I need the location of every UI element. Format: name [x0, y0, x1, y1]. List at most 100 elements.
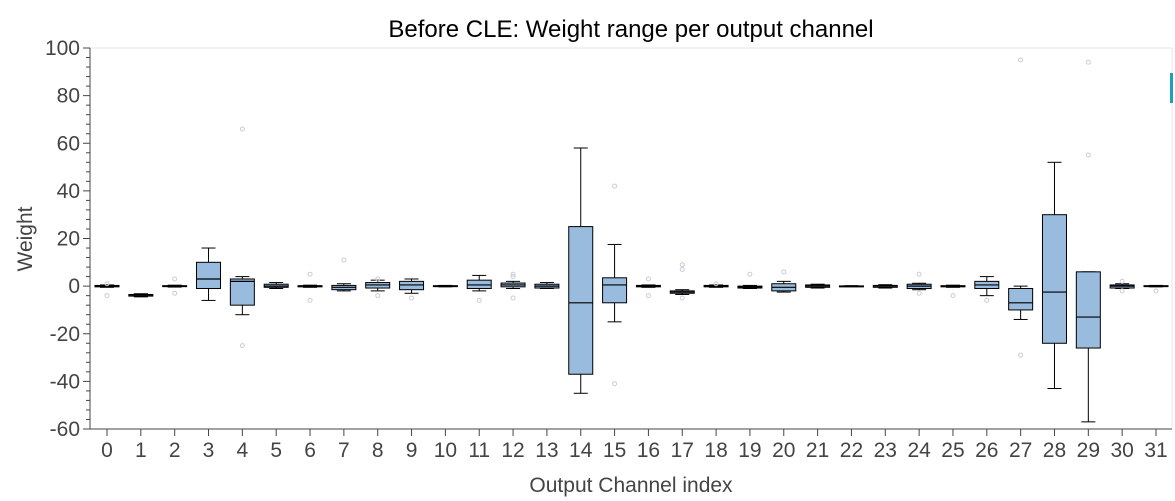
x-tick-label: 6 [304, 439, 316, 462]
x-tick-label: 11 [468, 439, 490, 462]
box-channel-17 [669, 262, 695, 301]
box-iqr [229, 278, 255, 306]
x-tick-label: 4 [237, 439, 249, 462]
outlier-point [916, 271, 922, 277]
x-tick-label: 31 [1144, 439, 1167, 462]
box-channel-8 [365, 276, 391, 299]
boxplot-series [94, 57, 1169, 423]
outlier-point [239, 343, 245, 349]
x-tick-label: 23 [874, 439, 897, 462]
outlier-point [1119, 288, 1125, 294]
box-iqr [568, 226, 594, 375]
outlier-point [1018, 352, 1024, 358]
outlier-point [375, 276, 381, 282]
box-iqr [1041, 214, 1067, 344]
box-channel-11 [466, 274, 492, 303]
x-tick-label: 22 [840, 439, 863, 462]
box-channel-7 [331, 257, 357, 292]
x-tick-label: 10 [434, 439, 457, 462]
x-tick-label: 26 [975, 439, 998, 462]
box-iqr [1008, 288, 1034, 311]
outlier-point [307, 297, 313, 303]
x-tick-label: 8 [372, 439, 384, 462]
x-tick-label: 13 [535, 439, 558, 462]
box-channel-24 [906, 271, 932, 296]
x-tick-label: 7 [338, 439, 350, 462]
x-tick-label: 21 [806, 439, 829, 462]
x-tick-label: 12 [501, 439, 524, 462]
box-channel-16 [635, 276, 661, 299]
box-channel-3 [196, 247, 222, 301]
x-tick-label: 30 [1110, 439, 1133, 462]
y-tick-label: -60 [50, 418, 80, 441]
box-channel-1 [128, 293, 154, 298]
y-axis-title: Weight [14, 206, 37, 271]
outlier-point [612, 381, 618, 387]
outlier-point [307, 271, 313, 277]
outlier-point [409, 295, 415, 301]
box-channel-31 [1143, 284, 1169, 294]
box-channel-9 [399, 278, 425, 301]
box-channel-26 [974, 276, 1000, 303]
box-iqr [196, 261, 222, 290]
box-channel-0 [94, 281, 120, 299]
x-axis: 0 1 2 3 4 5 6 7 8 9 10 11 12 13 14 15 16 17 18 19 20 21 22 23 24… [90, 428, 1172, 462]
box-channel-19 [737, 271, 763, 290]
outlier-point [341, 257, 347, 263]
outlier-point [984, 297, 990, 303]
outlier-point [679, 262, 685, 268]
outlier-point [679, 295, 685, 301]
box-channel-29 [1075, 59, 1101, 423]
x-tick-label: 5 [270, 439, 282, 462]
outlier-point [747, 271, 753, 277]
outlier-point [1018, 57, 1024, 63]
x-tick-label: 14 [569, 439, 593, 462]
box-channel-18 [703, 281, 729, 288]
x-tick-label: 29 [1077, 439, 1100, 462]
outlier-point [950, 293, 956, 299]
x-tick-label: 19 [738, 439, 761, 462]
box-channel-21 [805, 283, 831, 289]
box-channel-20 [771, 269, 797, 293]
box-channel-6 [297, 271, 323, 303]
outlier-point [645, 276, 651, 282]
outlier-point [172, 290, 178, 296]
box-channel-5 [263, 282, 289, 290]
y-tick-label: 0 [68, 275, 80, 298]
x-tick-label: 17 [671, 439, 694, 462]
y-tick-label: 100 [45, 37, 80, 60]
y-tick-label: -20 [50, 323, 80, 346]
x-tick-label: 27 [1009, 439, 1032, 462]
box-channel-27 [1008, 57, 1034, 358]
chart-title: Before CLE: Weight range per output chan… [388, 16, 873, 43]
x-tick-label: 25 [941, 439, 964, 462]
outlier-point [510, 295, 516, 301]
outlier-point [1085, 152, 1091, 158]
outlier-point [172, 276, 178, 282]
y-axis: -60 -40 -20 0 20 40 60 80 100 [45, 37, 91, 441]
x-axis-title: Output Channel index [529, 474, 733, 497]
y-tick-label: 20 [57, 228, 80, 251]
scroll-edge-marker [1170, 73, 1173, 103]
x-tick-label: 2 [169, 439, 181, 462]
box-channel-10 [432, 284, 458, 288]
outlier-point [645, 293, 651, 299]
x-tick-label: 1 [135, 439, 147, 462]
outlier-point [1119, 278, 1125, 284]
box-channel-15 [602, 183, 628, 387]
box-channel-12 [500, 271, 526, 301]
outlier-point [375, 293, 381, 299]
box-channel-2 [162, 276, 188, 296]
outlier-point [1153, 288, 1159, 294]
box-channel-25 [940, 284, 966, 299]
box-iqr [1075, 271, 1101, 349]
y-tick-label: 80 [57, 85, 80, 108]
x-tick-label: 3 [203, 439, 215, 462]
box-channel-28 [1041, 161, 1067, 390]
outlier-point [612, 183, 618, 189]
outlier-point [510, 274, 516, 280]
x-tick-label: 15 [603, 439, 626, 462]
x-tick-label: 18 [704, 439, 727, 462]
box-channel-22 [838, 285, 864, 288]
